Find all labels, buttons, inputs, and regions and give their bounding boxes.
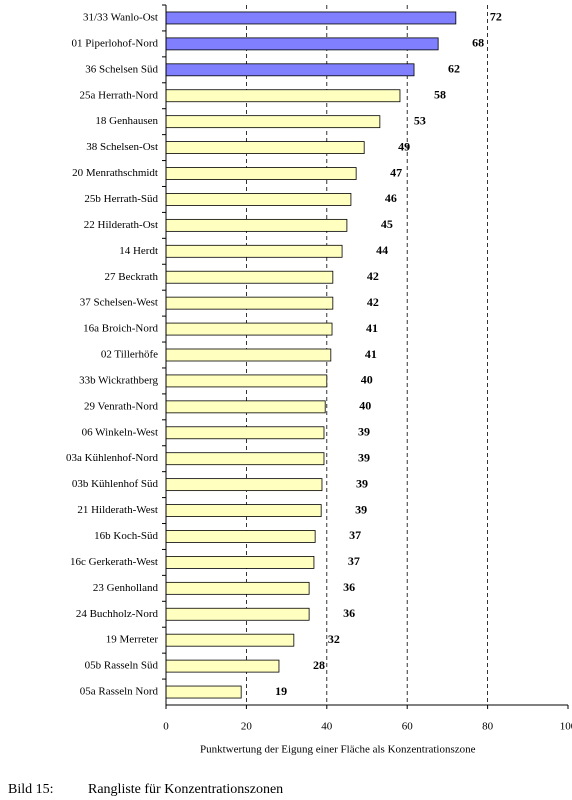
y-tick-label: 36 Schelsen Süd	[85, 63, 158, 75]
y-tick-label: 06 Winkeln-West	[82, 426, 158, 438]
y-tick-label: 33b Wickrathberg	[79, 374, 158, 386]
value-label: 58	[434, 87, 446, 101]
value-label: 37	[348, 554, 360, 568]
y-tick-label: 20 Menrathschmidt	[72, 167, 158, 179]
bar	[165, 270, 334, 284]
value-label: 39	[358, 425, 370, 439]
y-tick-label: 03a Kühlenhof-Nord	[66, 452, 158, 464]
x-tick-label: 20	[241, 721, 253, 733]
figure-label: Bild 15:	[8, 782, 54, 797]
bar	[165, 296, 334, 310]
bar	[165, 89, 401, 103]
bar	[165, 581, 310, 595]
value-label: 39	[358, 450, 370, 464]
value-label: 37	[349, 528, 361, 542]
y-tick-label: 27 Beckrath	[105, 271, 159, 283]
x-tick-label: 100	[560, 721, 572, 733]
value-label: 49	[398, 139, 410, 153]
y-tick-label: 16b Koch-Süd	[94, 530, 158, 542]
chart-title: Rangliste für Konzentrationszonen	[88, 782, 283, 797]
y-tick-label: 37 Schelsen-West	[80, 297, 158, 309]
x-axis-label: Punktwertung der Eigung einer Fläche als…	[200, 744, 476, 756]
value-label: 42	[367, 295, 379, 309]
bar	[165, 556, 315, 569]
value-label: 39	[355, 502, 367, 516]
y-tick-label: 01 Piperlohof-Nord	[72, 37, 159, 49]
bar	[165, 607, 310, 621]
bar	[165, 348, 332, 362]
y-tick-label: 25a Herrath-Nord	[80, 89, 159, 101]
y-tick-label: 21 Hilderath-West	[77, 504, 158, 516]
value-label: 40	[361, 373, 373, 387]
bar	[165, 633, 295, 647]
y-tick-label: 31/33 Wanlo-Ost	[83, 11, 158, 23]
y-tick-label: 38 Schelsen-Ost	[86, 141, 158, 153]
value-label: 45	[381, 217, 393, 231]
value-label: 44	[376, 243, 388, 257]
y-tick-label: 22 Hilderath-Ost	[84, 219, 158, 231]
bar	[165, 400, 326, 414]
x-tick-label: 0	[163, 721, 169, 733]
bar	[165, 426, 325, 440]
value-label: 46	[385, 191, 397, 205]
y-tick-label: 03b Kühlenhof Süd	[72, 478, 159, 490]
y-tick-label: 24 Buchholz-Nord	[76, 608, 159, 620]
value-label: 41	[365, 347, 377, 361]
y-tick-label: 02 Tillerhöfe	[101, 349, 158, 361]
y-tick-label: 16a Broich-Nord	[83, 323, 158, 335]
y-tick-label: 14 Herdt	[119, 245, 158, 257]
value-label: 36	[343, 580, 355, 594]
value-label: 32	[328, 632, 340, 646]
value-label: 41	[366, 321, 378, 335]
y-tick-label: 29 Venrath-Nord	[84, 400, 159, 412]
bar	[165, 659, 280, 673]
y-tick-label: 18 Genhausen	[95, 115, 158, 127]
bar	[165, 11, 457, 25]
bar	[165, 478, 323, 492]
x-tick-label: 40	[321, 721, 333, 733]
bar	[165, 452, 325, 466]
bar	[165, 167, 357, 180]
bar	[165, 244, 343, 258]
bar	[165, 141, 365, 154]
bar	[165, 530, 316, 543]
value-label: 36	[343, 606, 355, 620]
x-tick-label: 60	[402, 721, 414, 733]
bar	[165, 374, 328, 388]
bar	[165, 685, 242, 699]
y-tick-label: 05b Rasseln Süd	[85, 660, 159, 672]
bar	[165, 115, 381, 129]
x-tick-label: 80	[482, 721, 494, 733]
bar	[165, 37, 439, 51]
y-tick-label: 25b Herrath-Süd	[84, 193, 158, 205]
value-label: 42	[367, 269, 379, 283]
bar	[165, 218, 348, 232]
y-tick-label: 16c Gerkerath-West	[70, 556, 158, 568]
value-label: 39	[356, 476, 368, 490]
value-label: 53	[414, 113, 426, 127]
y-tick-label: 23 Genholland	[93, 582, 159, 594]
value-label: 72	[490, 10, 502, 24]
bar	[165, 322, 333, 336]
value-label: 62	[448, 62, 460, 76]
value-label: 40	[359, 399, 371, 413]
y-tick-label: 05a Rasseln Nord	[80, 686, 159, 698]
bar	[165, 193, 352, 206]
y-tick-label: 19 Merreter	[106, 634, 159, 646]
value-label: 19	[275, 684, 287, 698]
value-label: 47	[390, 165, 402, 179]
bar	[165, 504, 322, 517]
value-label: 68	[472, 36, 484, 50]
value-label: 28	[313, 658, 325, 672]
bar	[165, 63, 415, 77]
